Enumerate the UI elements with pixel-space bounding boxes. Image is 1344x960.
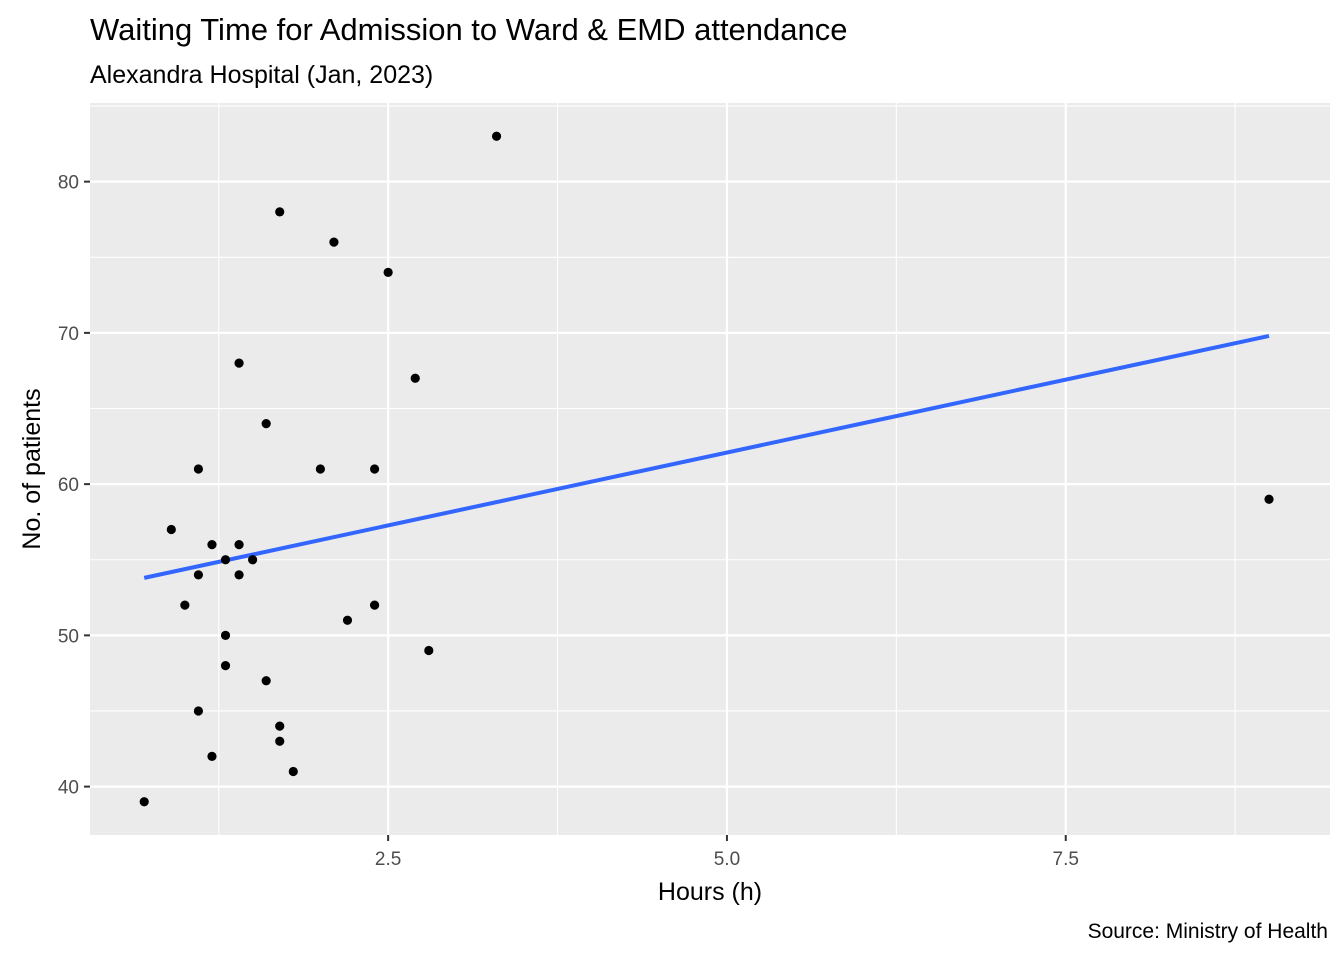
data-point <box>234 570 244 580</box>
data-point <box>234 358 244 368</box>
y-axis-title: No. of patients <box>18 388 46 549</box>
y-axis: 40 50 60 70 80 <box>58 173 90 799</box>
y-tick-label: 60 <box>58 475 79 496</box>
data-point <box>261 419 271 429</box>
chart-caption: Source: Ministry of Health <box>1087 920 1328 943</box>
plot-panel <box>90 103 1330 835</box>
y-tick-label: 50 <box>58 626 79 647</box>
data-point <box>234 540 244 550</box>
minor-gridlines <box>90 103 1330 835</box>
data-points <box>139 131 1274 807</box>
data-point <box>207 540 217 550</box>
data-point <box>166 524 176 535</box>
chart-subtitle: Alexandra Hospital (Jan, 2023) <box>90 61 434 89</box>
data-point <box>315 464 325 474</box>
data-point <box>180 600 190 610</box>
data-point <box>369 600 380 610</box>
data-point <box>424 645 434 656</box>
data-point <box>275 721 285 731</box>
data-point <box>410 373 420 383</box>
data-point <box>1264 494 1274 504</box>
data-point <box>369 464 380 474</box>
data-point <box>261 676 271 686</box>
data-point <box>220 630 231 640</box>
x-tick-label: 7.5 <box>1053 849 1079 870</box>
trend-line-group <box>143 333 1270 580</box>
data-point <box>383 267 393 277</box>
x-tick-label: 2.5 <box>375 849 401 870</box>
data-point <box>329 237 339 247</box>
data-point <box>288 766 298 777</box>
data-point <box>275 207 285 217</box>
x-axis-title: Hours (h) <box>658 878 762 906</box>
y-tick-label: 80 <box>58 173 79 194</box>
data-point <box>207 751 217 761</box>
data-point <box>193 464 204 474</box>
data-point <box>220 555 231 565</box>
x-axis: 2.5 5.0 7.5 <box>375 835 1079 870</box>
y-tick-label: 70 <box>58 324 79 345</box>
y-tick-label: 40 <box>58 778 79 799</box>
trend-line <box>143 333 1270 580</box>
data-point <box>193 570 204 580</box>
data-point <box>220 661 231 671</box>
chart-title: Waiting Time for Admission to Ward & EMD… <box>90 12 848 47</box>
data-point <box>248 555 258 565</box>
data-point <box>275 736 285 746</box>
data-point <box>139 797 149 807</box>
data-point <box>491 131 502 141</box>
data-point <box>193 706 204 716</box>
data-point <box>342 615 353 625</box>
x-tick-label: 5.0 <box>714 849 740 870</box>
major-gridlines <box>90 103 1330 835</box>
